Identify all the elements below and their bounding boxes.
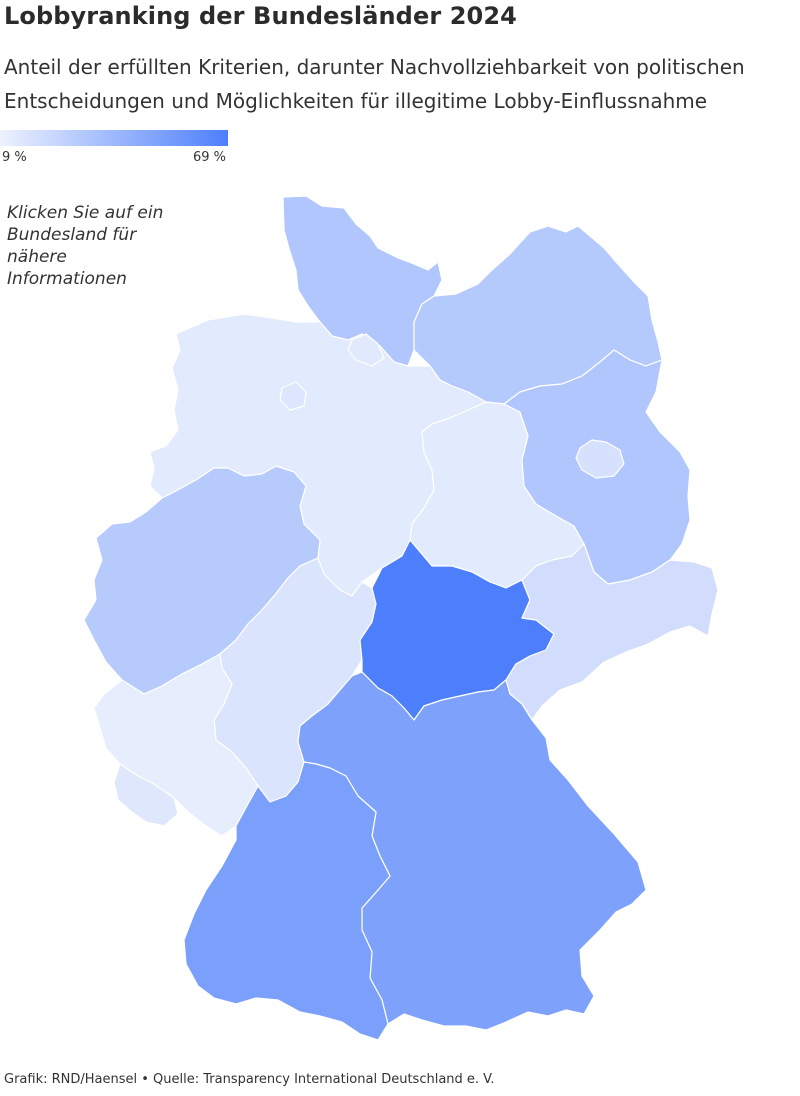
legend-max-label: 69 % — [192, 150, 226, 165]
source-credit: Grafik: RND/Haensel • Quelle: Transparen… — [4, 1072, 495, 1087]
chart-title: Lobbyranking der Bundesländer 2024 — [4, 2, 517, 30]
region-sachsen[interactable] — [505, 543, 719, 721]
region-berlin[interactable] — [575, 439, 625, 479]
region-baden-wuerttemberg[interactable] — [183, 761, 391, 1041]
germany-map — [83, 195, 719, 1041]
legend-min-label: 9 % — [2, 150, 27, 165]
region-saarland[interactable] — [113, 763, 179, 827]
color-legend: 9 % 69 % — [0, 130, 228, 168]
region-hamburg[interactable] — [347, 333, 385, 367]
map-hint: Klicken Sie auf ein Bundesland für näher… — [7, 203, 164, 289]
chart-subtitle: Anteil der erfüllten Kriterien, darunter… — [4, 55, 745, 113]
region-bayern[interactable] — [297, 671, 647, 1031]
legend-gradient-bar — [0, 130, 228, 146]
region-bremen[interactable] — [279, 381, 307, 411]
